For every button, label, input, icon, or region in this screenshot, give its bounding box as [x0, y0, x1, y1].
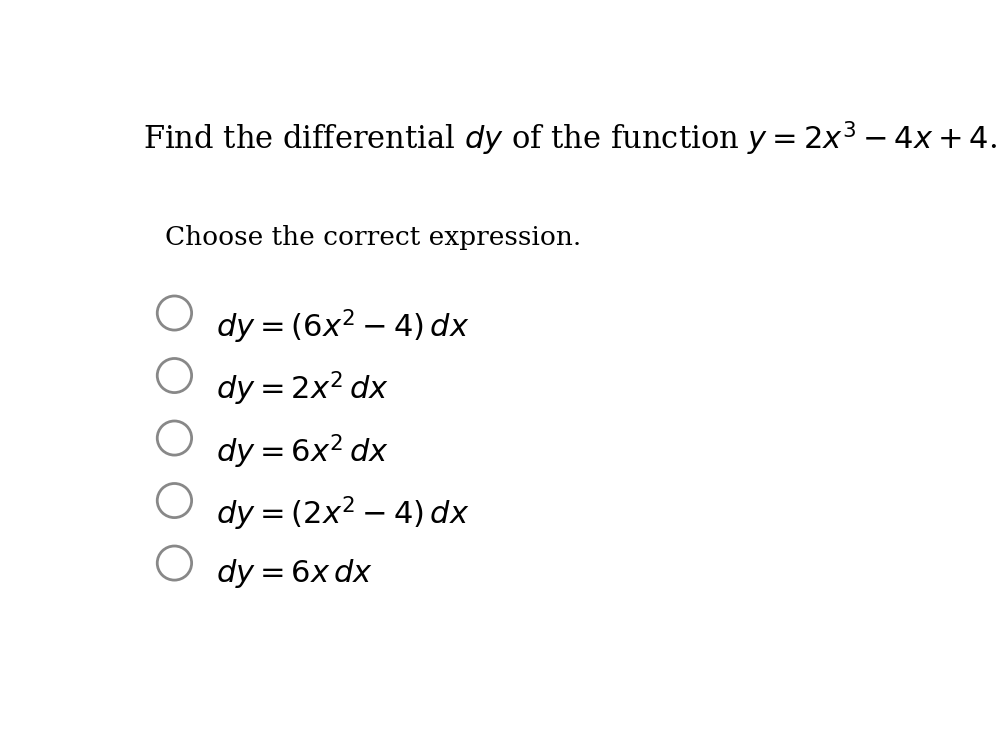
- Text: $dy = 6x^2\,dx$: $dy = 6x^2\,dx$: [216, 432, 388, 471]
- Text: Choose the correct expression.: Choose the correct expression.: [165, 225, 582, 250]
- Text: $dy = (6x^2 - 4)\,dx$: $dy = (6x^2 - 4)\,dx$: [216, 307, 469, 346]
- Ellipse shape: [157, 483, 192, 517]
- Ellipse shape: [157, 359, 192, 393]
- Ellipse shape: [157, 296, 192, 330]
- Text: $dy = 2x^2\,dx$: $dy = 2x^2\,dx$: [216, 370, 388, 408]
- Text: $dy = 6x\,dx$: $dy = 6x\,dx$: [216, 557, 373, 590]
- Text: $dy = (2x^2 - 4)\,dx$: $dy = (2x^2 - 4)\,dx$: [216, 495, 469, 534]
- Ellipse shape: [157, 546, 192, 580]
- Text: Find the differential $dy$ of the function $y = 2x^3 - 4x + 4$.: Find the differential $dy$ of the functi…: [143, 120, 997, 159]
- Ellipse shape: [157, 421, 192, 455]
